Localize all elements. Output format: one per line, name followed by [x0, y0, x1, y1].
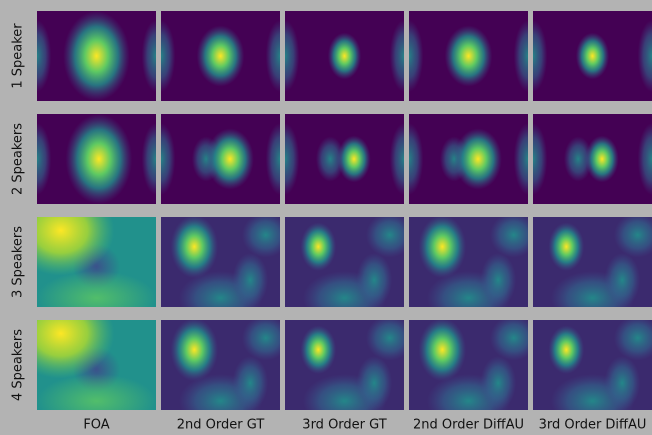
row-label: 2 Speakers — [11, 123, 26, 195]
heatmap-panel — [533, 11, 652, 101]
heatmap-panel — [285, 114, 404, 204]
heatmap-panel — [37, 114, 156, 204]
heatmap-panel — [533, 320, 652, 410]
column-label: FOA — [83, 418, 109, 433]
row-label: 1 Speaker — [11, 23, 26, 89]
column-label: 3rd Order GT — [302, 418, 386, 433]
heatmap-panel — [37, 11, 156, 101]
column-label: 2nd Order DiffAU — [413, 418, 524, 433]
heatmap-panel — [285, 320, 404, 410]
heatmap-panel — [409, 11, 528, 101]
heatmap-panel — [161, 320, 280, 410]
heatmap-panel — [37, 217, 156, 307]
heatmap-panel — [161, 217, 280, 307]
heatmap-panel — [161, 11, 280, 101]
row-label: 3 Speakers — [11, 226, 26, 298]
heatmap-panel — [409, 217, 528, 307]
heatmap-panel — [285, 11, 404, 101]
heatmap-panel — [37, 320, 156, 410]
heatmap-panel — [161, 114, 280, 204]
column-label: 3rd Order DiffAU — [539, 418, 647, 433]
heatmap-panel — [285, 217, 404, 307]
heatmap-panel — [409, 320, 528, 410]
column-label: 2nd Order GT — [177, 418, 265, 433]
heatmap-panel — [533, 114, 652, 204]
heatmap-panel — [409, 114, 528, 204]
row-label: 4 Speakers — [11, 329, 26, 401]
heatmap-panel — [533, 217, 652, 307]
